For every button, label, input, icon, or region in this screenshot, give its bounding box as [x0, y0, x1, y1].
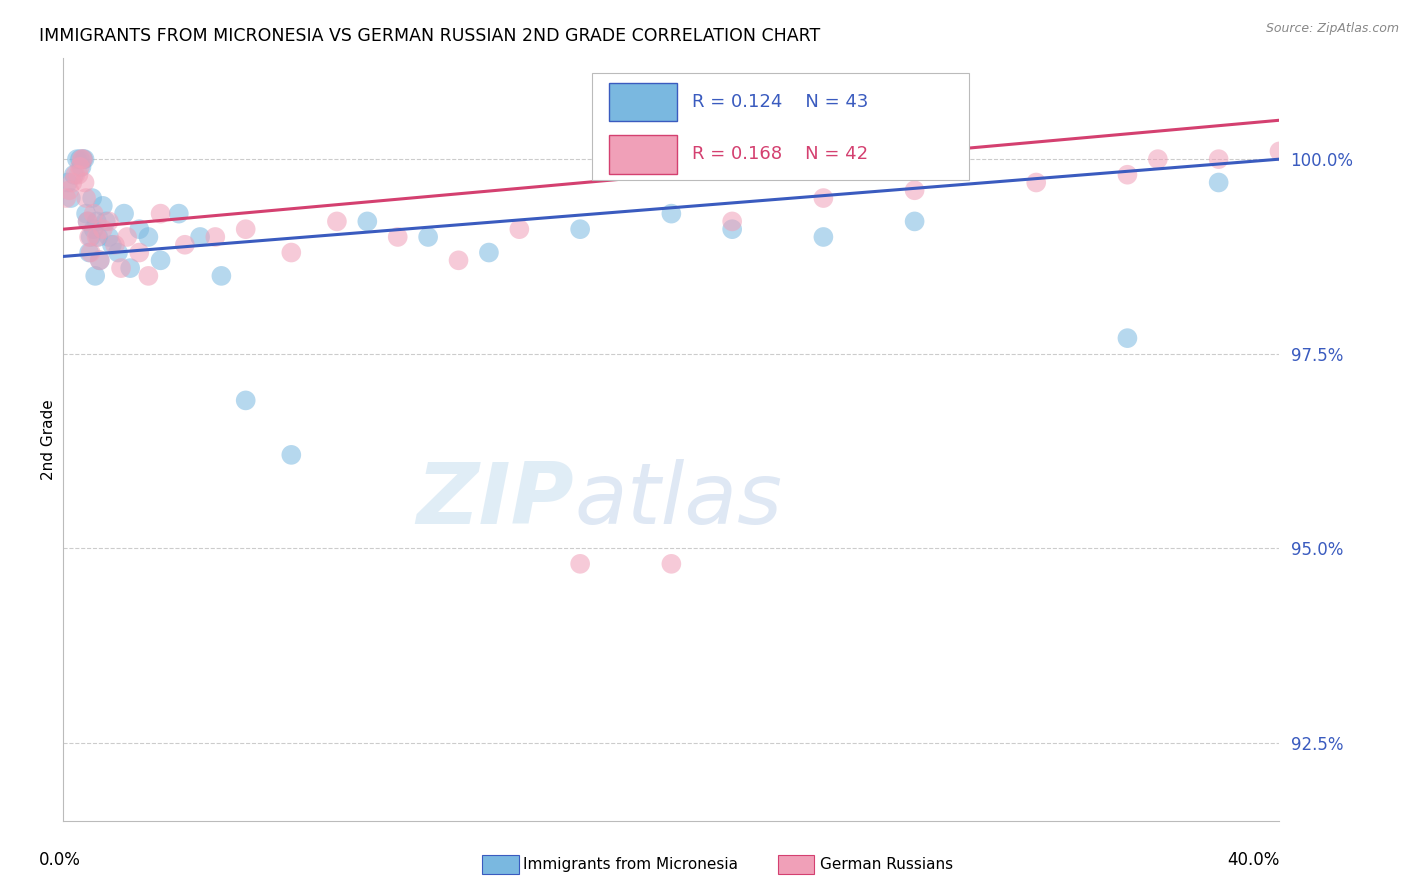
Point: [356, 214, 378, 228]
Point: [97, 214, 120, 228]
FancyBboxPatch shape: [609, 135, 678, 174]
Point: [661, 206, 683, 220]
Point: [63, 168, 86, 182]
Point: [149, 206, 172, 220]
Point: [89, 253, 111, 268]
Text: German Russians: German Russians: [820, 857, 953, 871]
Point: [721, 214, 744, 228]
Point: [83, 222, 105, 236]
Point: [56, 176, 79, 190]
Point: [84, 268, 107, 283]
Point: [280, 245, 302, 260]
Point: [79, 245, 101, 260]
Text: IMMIGRANTS FROM MICRONESIA VS GERMAN RUSSIAN 2ND GRADE CORRELATION CHART: IMMIGRANTS FROM MICRONESIA VS GERMAN RUS…: [39, 28, 820, 45]
Point: [387, 230, 409, 244]
Point: [86, 230, 108, 244]
Point: [83, 206, 105, 220]
Point: [67, 168, 90, 182]
Point: [115, 230, 138, 244]
FancyBboxPatch shape: [592, 73, 969, 180]
Point: [1268, 145, 1291, 159]
FancyBboxPatch shape: [609, 83, 678, 121]
Point: [91, 199, 114, 213]
Point: [138, 268, 160, 283]
Point: [66, 152, 89, 166]
Text: Immigrants from Micronesia: Immigrants from Micronesia: [523, 857, 738, 871]
Point: [86, 214, 108, 228]
Point: [569, 557, 592, 571]
Point: [235, 222, 257, 236]
Point: [107, 245, 129, 260]
Text: atlas: atlas: [574, 458, 782, 541]
Point: [76, 214, 98, 228]
Point: [508, 222, 530, 236]
Point: [76, 214, 98, 228]
Point: [79, 230, 101, 244]
Point: [149, 253, 172, 268]
Point: [73, 176, 96, 190]
Point: [188, 230, 211, 244]
Point: [77, 230, 100, 244]
Point: [82, 191, 104, 205]
Point: [478, 245, 501, 260]
Point: [101, 237, 124, 252]
Point: [204, 230, 226, 244]
Point: [904, 214, 927, 228]
Point: [813, 191, 835, 205]
Text: 0.0%: 0.0%: [39, 851, 80, 869]
Point: [69, 160, 91, 174]
Point: [58, 183, 80, 197]
Point: [91, 222, 114, 236]
Text: R = 0.168    N = 42: R = 0.168 N = 42: [692, 145, 868, 163]
Text: Source: ZipAtlas.com: Source: ZipAtlas.com: [1265, 22, 1399, 36]
Point: [1116, 331, 1139, 345]
Point: [138, 230, 160, 244]
Point: [174, 237, 197, 252]
Point: [128, 245, 150, 260]
Point: [72, 152, 94, 166]
Point: [120, 261, 142, 276]
Point: [65, 168, 87, 182]
Point: [569, 222, 592, 236]
Point: [94, 214, 117, 228]
Point: [209, 268, 232, 283]
Point: [69, 152, 91, 166]
Point: [70, 152, 93, 166]
Point: [72, 152, 94, 166]
Point: [55, 191, 77, 205]
Point: [59, 191, 82, 205]
Point: [97, 230, 120, 244]
Text: ZIP: ZIP: [416, 458, 574, 541]
Point: [1208, 176, 1230, 190]
Y-axis label: 2nd Grade: 2nd Grade: [41, 399, 56, 480]
Point: [104, 237, 127, 252]
Point: [87, 230, 110, 244]
Point: [110, 261, 132, 276]
Text: R = 0.124    N = 43: R = 0.124 N = 43: [692, 93, 869, 111]
Point: [326, 214, 349, 228]
Point: [1116, 168, 1139, 182]
Point: [1025, 176, 1047, 190]
Point: [70, 160, 93, 174]
Point: [280, 448, 302, 462]
Point: [89, 253, 111, 268]
Point: [77, 245, 100, 260]
Point: [235, 393, 257, 408]
Point: [661, 557, 683, 571]
Point: [75, 191, 97, 205]
Point: [112, 206, 135, 220]
Point: [1208, 152, 1230, 166]
Point: [60, 176, 83, 190]
Point: [167, 206, 190, 220]
Point: [73, 152, 96, 166]
Point: [904, 183, 927, 197]
Point: [75, 206, 97, 220]
Point: [128, 222, 150, 236]
Point: [813, 230, 835, 244]
Point: [1147, 152, 1170, 166]
Point: [721, 222, 744, 236]
Point: [447, 253, 470, 268]
Point: [418, 230, 440, 244]
Text: 40.0%: 40.0%: [1227, 851, 1279, 869]
